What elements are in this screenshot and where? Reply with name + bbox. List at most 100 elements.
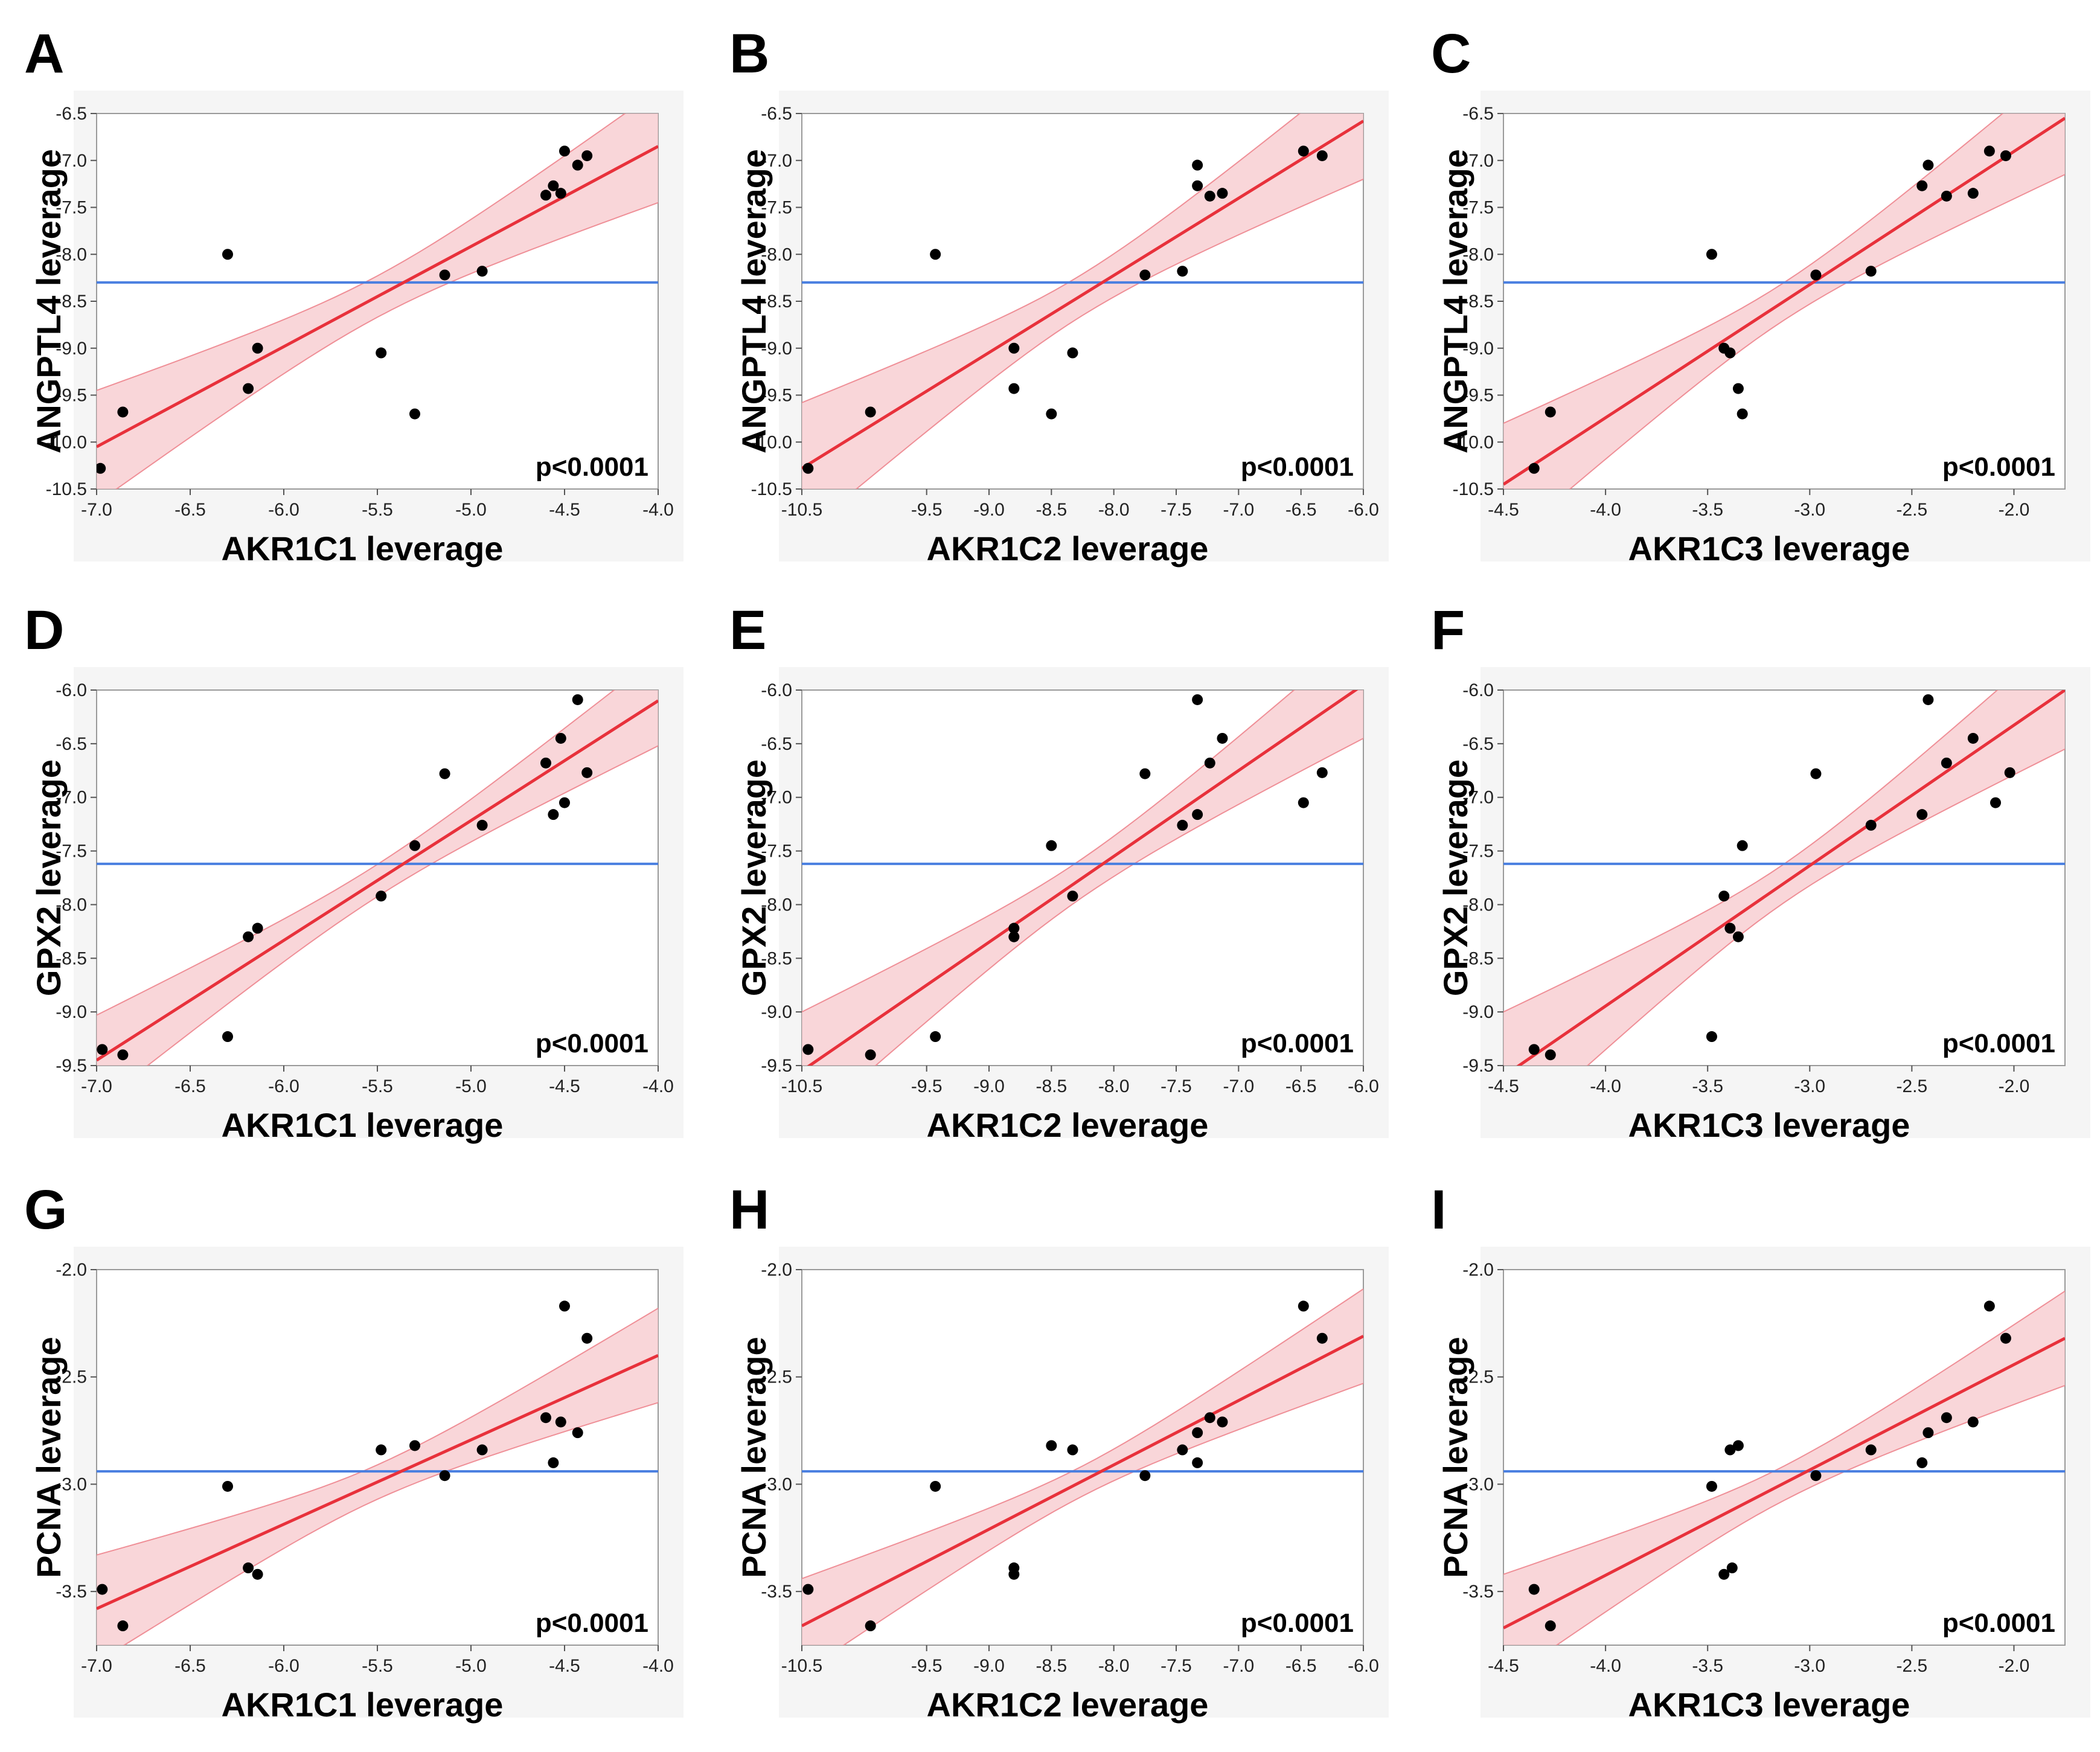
y-tick-label: -8.0 [1462,245,1494,264]
data-point [252,342,263,354]
data-point [1316,1332,1328,1344]
p-value-label: p<0.0001 [1942,1029,2055,1058]
x-tick-label: -4.0 [1590,1076,1621,1096]
data-point [439,1470,450,1482]
data-point [1724,1444,1736,1456]
panel-letter: A [24,23,64,85]
band-lower-edge [874,738,1363,1066]
plot-content [1503,1290,2065,1645]
x-tick-label: -10.5 [781,1656,822,1676]
x-axis-title: AKR1C3 leverage [1628,1686,1910,1724]
y-tick-label: -2.0 [761,1260,792,1280]
x-tick-label: -4.5 [1488,1076,1519,1096]
y-tick-label: -9.5 [56,386,87,406]
data-point [865,1620,876,1632]
y-axis-title: ANGPTL4 leverage [1436,149,1474,453]
y-tick-label: -6.0 [761,680,792,700]
x-tick-label: -3.5 [1692,500,1723,520]
y-tick-label: -7.0 [761,151,792,171]
y-tick-label: -8.5 [1462,292,1494,312]
plot-content [97,113,658,489]
data-point [222,249,233,260]
p-value-label: p<0.0001 [1241,1608,1354,1638]
p-value-label: p<0.0001 [1241,1029,1354,1058]
data-point [865,406,876,418]
y-tick-label: -3.5 [1462,1582,1494,1602]
data-point [1916,809,1928,820]
data-point [1967,188,1979,199]
x-tick-label: -7.0 [1223,1076,1254,1096]
x-tick-label: -4.5 [1488,500,1519,520]
data-point [476,819,488,831]
x-tick-label: -7.0 [81,1656,112,1676]
data-point [1967,732,1979,744]
data-point [559,1300,570,1312]
x-tick-label: -3.0 [1794,500,1825,520]
y-tick-label: -7.0 [56,788,87,808]
data-point [1298,145,1309,157]
data-point [1545,1620,1556,1632]
data-point [117,1620,129,1632]
data-point [1316,767,1328,778]
plot-content [802,1288,1363,1645]
x-tick-label: -2.5 [1897,500,1928,520]
data-point [572,159,583,171]
plot-content [1503,690,2065,1066]
x-tick-label: -9.5 [911,1656,943,1676]
y-tick-label: -6.5 [56,734,87,754]
x-tick-label: -6.0 [1348,1076,1379,1096]
panel-h: H -2.0 -2.5 -3.0 -3.5 -10.5 -9.5 -9.0 -8.5 -8.0 -7… [729,1179,1389,1724]
y-tick-label: -9.0 [761,1002,792,1022]
x-tick-label: -6.5 [174,1076,206,1096]
x-tick-label: -8.5 [1036,500,1067,520]
x-tick-label: -6.0 [1348,500,1379,520]
band-lower-edge [123,1402,658,1645]
x-tick-label: -8.5 [1036,1076,1067,1096]
data-point [930,1480,941,1492]
data-point [1737,408,1748,420]
data-point [243,931,254,942]
plot-content [1503,113,2065,489]
y-tick-label: -7.0 [761,788,792,808]
data-point [2000,150,2011,161]
data-point [1067,347,1078,359]
confidence-band [97,1308,658,1645]
y-tick-label: -6.5 [1462,734,1494,754]
x-tick-label: -6.0 [1348,1656,1379,1676]
y-tick-label: -7.0 [1462,151,1494,171]
y-tick-label: -2.0 [1462,1260,1494,1280]
data-point [1922,159,1934,171]
data-point [1204,190,1215,202]
x-tick-label: -6.5 [1285,500,1317,520]
data-point [1810,269,1822,281]
x-tick-label: -7.5 [1160,1076,1192,1096]
panel-letter: B [729,23,769,85]
data-point [1008,383,1020,394]
data-point [1528,1584,1540,1595]
data-point [559,797,570,808]
panel-letter: G [24,1179,68,1241]
x-axis-title: AKR1C1 leverage [222,529,504,567]
data-point [1706,249,1717,260]
y-tick-label: -10.5 [46,479,87,499]
y-tick-label: -8.0 [56,245,87,264]
confidence-band [802,1288,1363,1645]
x-tick-label: -5.5 [362,1656,393,1676]
y-axis-title: ANGPTL4 leverage [735,149,773,453]
data-point [1941,1412,1952,1424]
y-tick-label: -8.5 [56,292,87,312]
x-tick-label: -6.5 [1285,1656,1317,1676]
y-tick-label: -2.5 [761,1367,792,1387]
data-point [802,462,814,474]
panel-d: D-6.0-6.5-7.0-7.5-8.0-8.5-9.0-9.5-7.0 -6.… [24,599,683,1144]
panel-f: F -6.0 -6.5 -7.0 -7.5 -8.0 -8.5 -9.0 -9.5-4.5 -4.… [1431,599,2090,1144]
data-point [548,180,559,191]
y-tick-label: -2.5 [1462,1367,1494,1387]
data-point [1810,1470,1822,1482]
y-tick-label: -6.0 [1462,680,1494,700]
y-tick-label: -6.5 [1462,104,1494,124]
y-tick-label: -9.0 [56,1002,87,1022]
y-tick-label: -7.5 [56,842,87,862]
x-tick-label: -9.5 [911,1076,943,1096]
data-point [1810,768,1822,779]
